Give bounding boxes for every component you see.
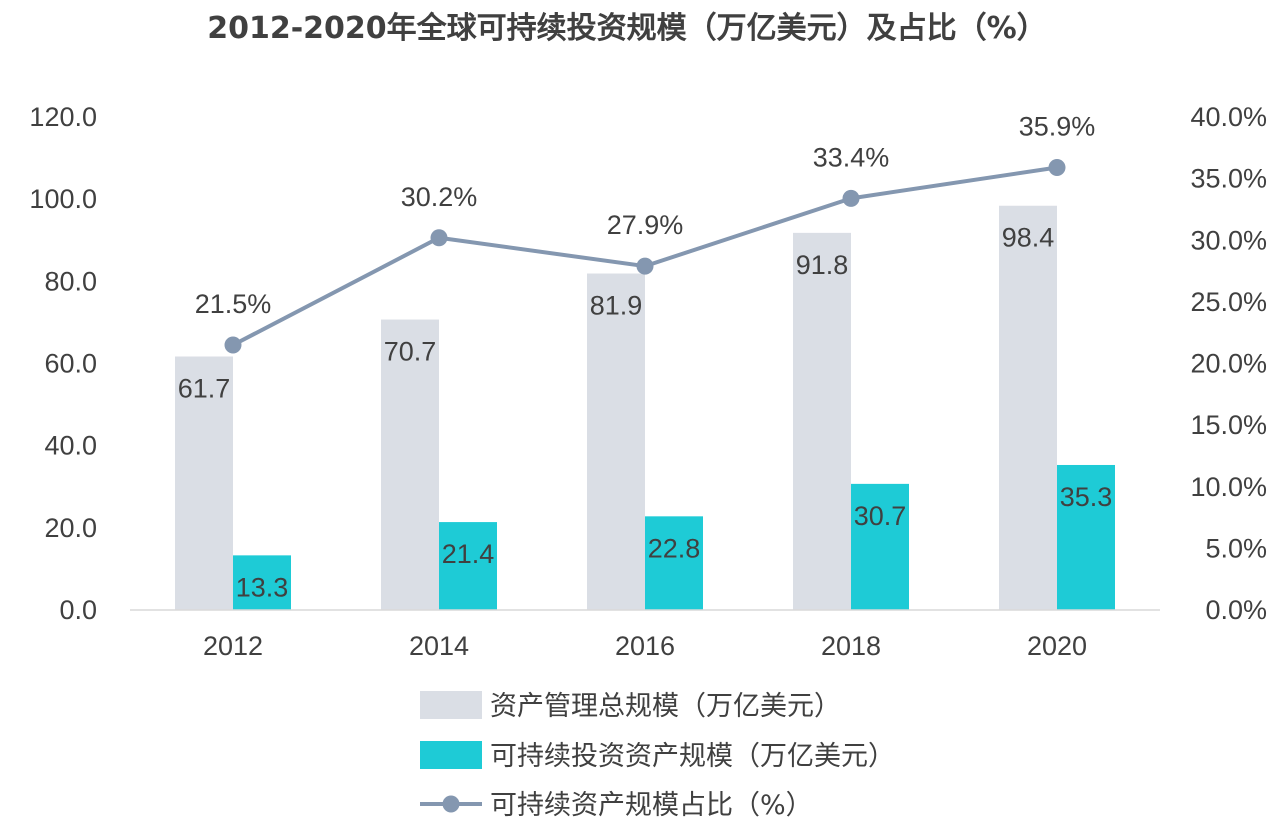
ratio-point <box>1048 159 1066 177</box>
bar-total-aum-label: 61.7 <box>178 374 231 404</box>
bar-total-aum <box>793 232 851 611</box>
legend-label-sustainable: 可持续投资资产规模（万亿美元） <box>490 741 895 772</box>
x-tick-label: 2012 <box>203 631 263 661</box>
ratio-point <box>636 257 654 275</box>
legend-swatch-sustainable <box>420 741 482 769</box>
legend: 资产管理总规模（万亿美元） 可持续投资资产规模（万亿美元） 可持续资产规模占比（%） <box>420 691 895 821</box>
y-left-tick-label: 60.0 <box>44 349 97 379</box>
x-tick-label: 2016 <box>615 631 675 661</box>
bar-sustainable-label: 13.3 <box>236 572 289 602</box>
ratio-point-label: 27.9% <box>607 210 684 240</box>
x-tick-label: 2020 <box>1027 631 1087 661</box>
x-tick-label: 2014 <box>409 631 469 661</box>
y-right-tick-label: 35.0% <box>1190 164 1267 194</box>
y-left-tick-label: 20.0 <box>44 513 97 543</box>
ratio-point-label: 33.4% <box>813 142 890 172</box>
bar-sustainable-label: 22.8 <box>648 533 701 563</box>
bar-total-aum-label: 98.4 <box>1002 223 1055 253</box>
y-right-tick-label: 20.0% <box>1190 349 1267 379</box>
bar-total-aum <box>381 319 439 610</box>
legend-swatch-total-aum <box>420 691 482 719</box>
ratio-point <box>842 189 860 207</box>
y-left-tick-label: 100.0 <box>29 184 97 214</box>
bar-sustainable-label: 35.3 <box>1060 482 1113 512</box>
ratio-point-label: 30.2% <box>401 182 478 212</box>
bar-sustainable <box>233 555 291 610</box>
y-right-tick-label: 30.0% <box>1190 225 1267 255</box>
bar-sustainable <box>645 516 703 610</box>
bar-sustainable-label: 30.7 <box>854 501 907 531</box>
bar-sustainable-label: 21.4 <box>442 539 495 569</box>
bar-total-aum-label: 70.7 <box>384 337 437 367</box>
y-right-tick-label: 25.0% <box>1190 287 1267 317</box>
bar-sustainable <box>851 483 909 610</box>
ratio-point <box>430 229 448 247</box>
chart-title: 2012-2020年全球可持续投资规模（万亿美元）及占比（%） <box>207 11 1047 46</box>
y-left-tick-label: 80.0 <box>44 266 97 296</box>
bar-sustainable <box>1057 464 1115 610</box>
ratio-point <box>224 336 242 354</box>
legend-swatch-ratio-marker <box>442 795 460 813</box>
y-left-tick-label: 120.0 <box>29 102 97 132</box>
bar-total-aum <box>999 205 1057 611</box>
y-left-tick-label: 40.0 <box>44 431 97 461</box>
y-right-tick-label: 15.0% <box>1190 410 1267 440</box>
bar-total-aum <box>587 273 645 610</box>
legend-label-ratio: 可持续资产规模占比（%） <box>490 790 813 821</box>
bar-sustainable <box>439 522 497 610</box>
ratio-point-label: 21.5% <box>195 289 272 319</box>
bar-total-aum-label: 91.8 <box>796 250 849 280</box>
x-tick-label: 2018 <box>821 631 881 661</box>
y-right-tick-label: 0.0% <box>1205 595 1267 625</box>
bar-total-aum <box>175 356 233 610</box>
y-right-tick-label: 40.0% <box>1190 102 1267 132</box>
ratio-point-label: 35.9% <box>1019 112 1096 142</box>
y-right-tick-label: 10.0% <box>1190 472 1267 502</box>
plot-area: 0.0 20.0 40.0 60.0 80.0 100.0 120.0 0.0% 5.0% 10.… <box>29 102 1267 661</box>
y-right-tick-label: 5.0% <box>1205 533 1267 563</box>
bar-total-aum-label: 81.9 <box>590 291 643 321</box>
legend-label-total-aum: 资产管理总规模（万亿美元） <box>490 691 841 722</box>
y-left-tick-label: 0.0 <box>59 595 97 625</box>
